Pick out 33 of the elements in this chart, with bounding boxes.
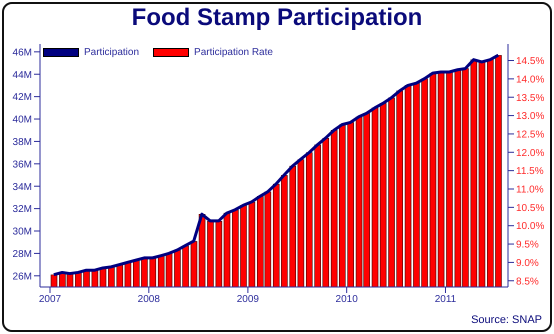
y2-tick-label: 8.5% <box>516 276 539 288</box>
x-tick-label: 2010 <box>336 294 358 306</box>
y-tick-label: 40M <box>12 114 32 126</box>
x-tick-label: 2011 <box>434 294 457 306</box>
y2-tick-label: 10.5% <box>516 202 544 214</box>
legend-label: Participation <box>84 47 140 58</box>
y-tick-label: 32M <box>12 204 32 216</box>
chart-title: Food Stamp Participation <box>130 4 424 32</box>
y2-tick-label: 12.0% <box>516 148 544 159</box>
y2-tick-label: 10.0% <box>516 221 544 232</box>
y2-tick-label: 9.5% <box>516 240 539 251</box>
legend-label: Participation Rate <box>194 47 273 58</box>
y-tick-label: 34M <box>12 182 32 193</box>
y-tick-label: 26M <box>12 271 32 282</box>
y2-tick-label: 13.5% <box>516 92 544 104</box>
source-note: Source: SNAP <box>471 314 542 326</box>
y2-tick-label: 14.5% <box>516 56 544 68</box>
y-tick-label: 44M <box>12 70 32 81</box>
y-tick-label: 42M <box>12 92 32 104</box>
x-tick-label: 2007 <box>38 294 62 306</box>
x-tick-label: 2009 <box>236 294 260 306</box>
y2-tick-label: 11.5% <box>516 166 544 178</box>
y2-tick-label: 9.0% <box>516 258 539 269</box>
y2-tick-label: 12.5% <box>516 129 544 140</box>
y-tick-label: 38M <box>12 136 32 148</box>
y-tick-label: 28M <box>12 248 32 260</box>
y2-tick-label: 11.0% <box>516 184 544 196</box>
x-tick-label: 2008 <box>138 294 160 306</box>
y-tick-label: 46M <box>12 47 32 58</box>
y-tick-label: 30M <box>12 226 32 238</box>
y2-tick-label: 13.0% <box>516 111 544 122</box>
y2-tick-label: 14.0% <box>516 74 544 86</box>
y-tick-label: 36M <box>12 159 32 170</box>
